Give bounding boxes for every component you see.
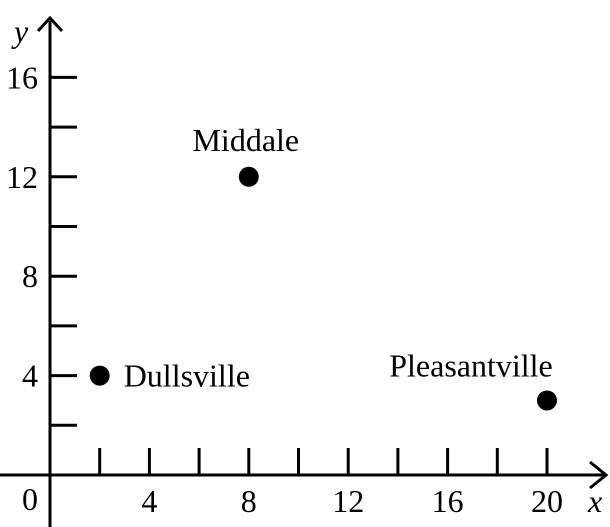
x-axis-label: x [587,483,602,519]
data-point [537,390,557,411]
data-point [238,166,259,187]
x-tick-label: 16 [432,483,464,519]
point-label: Pleasantville [389,347,553,383]
data-point [89,365,110,386]
y-tick-label: 12 [6,159,38,195]
x-tick-label: 20 [531,483,563,519]
axes [0,15,609,527]
x-tick-label: 12 [332,483,364,519]
point-label: Middale [192,122,299,158]
origin-label: 0 [22,481,38,517]
y-tick-label: 4 [22,358,38,394]
ticks: 4 8 12 16 20 4 8 12 16 [6,59,563,519]
y-tick-label: 16 [6,59,38,95]
y-axis-arrow [36,15,64,33]
y-tick-label: 8 [22,258,38,294]
y-axis-label: y [11,13,29,49]
point-label: Dullsville [124,358,250,394]
x-tick-label: 8 [241,483,257,519]
x-tick-label: 4 [141,483,157,519]
points: Dullsville Middale Pleasantville [89,122,557,411]
x-axis-arrow [589,460,609,490]
